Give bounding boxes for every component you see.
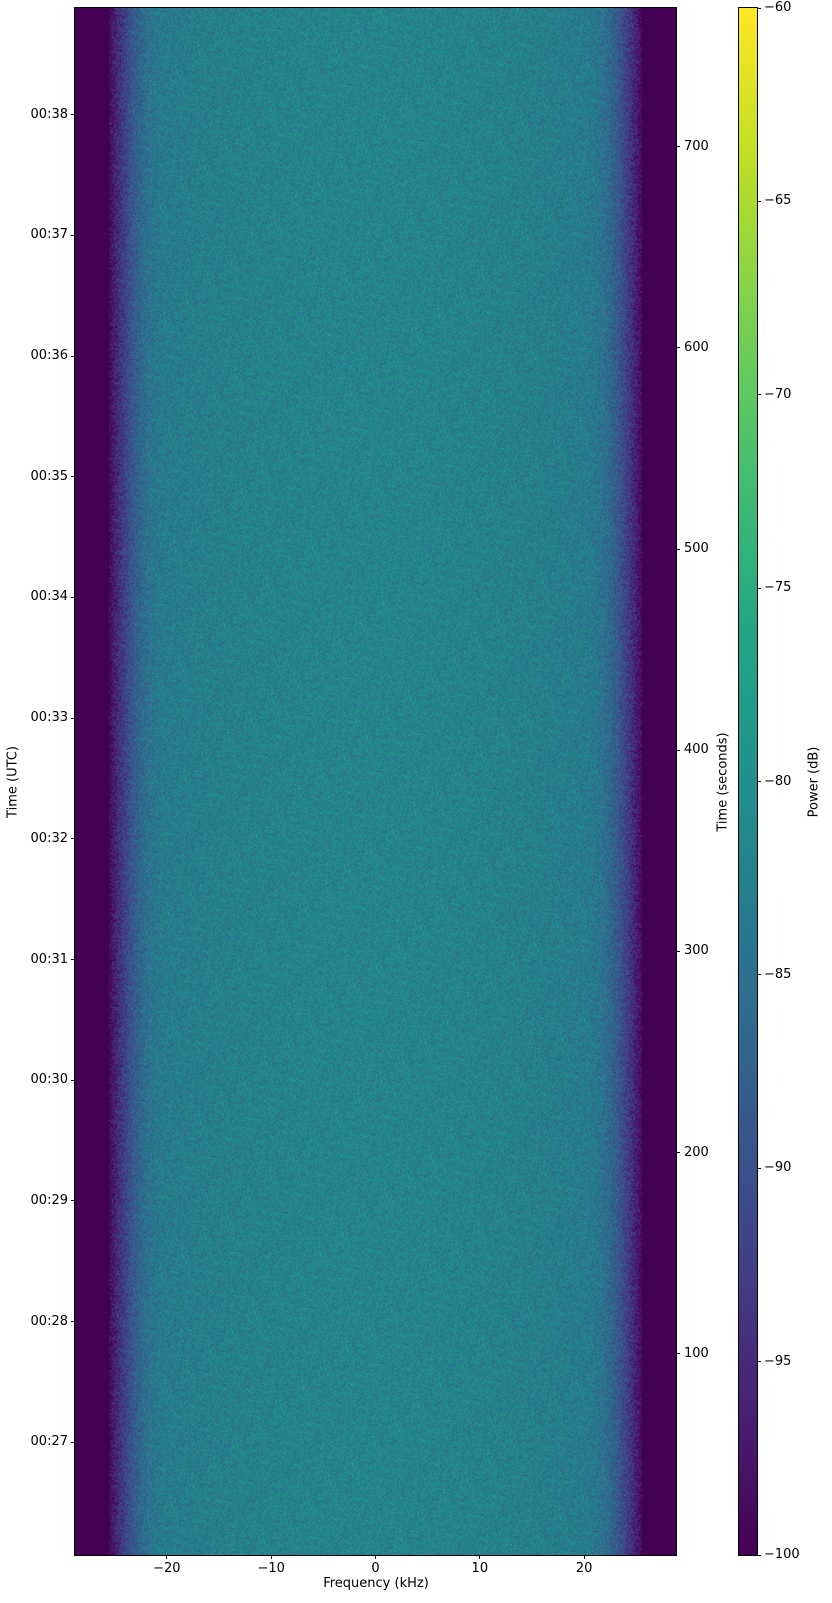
y-left-tick: [71, 1441, 75, 1443]
y-left-tick: [71, 355, 75, 357]
colorbar-tick: [757, 587, 761, 589]
x-axis-label: Frequency (kHz): [323, 1576, 429, 1591]
y-left-tick-label: 00:31: [30, 951, 68, 967]
x-tick-label: 10: [471, 1561, 489, 1576]
colorbar-tick: [757, 7, 761, 9]
y-left-tick: [71, 1079, 75, 1081]
y-left-tick-label: 00:29: [30, 1192, 68, 1208]
colorbar-tick: [757, 200, 761, 202]
y-right-tick-label: 200: [684, 1144, 709, 1160]
y-left-tick-label: 00:34: [30, 589, 68, 605]
spectrogram-image: [75, 8, 676, 1555]
y-left-tick: [71, 1200, 75, 1202]
plot-frame: [74, 7, 677, 1556]
x-tick-label: −10: [257, 1561, 285, 1576]
y-left-tick: [71, 717, 75, 719]
spectrogram-plot: [74, 7, 677, 1556]
y-left-tick-label: 00:33: [30, 710, 68, 726]
colorbar-tick-label: −95: [764, 1353, 792, 1369]
colorbar-tick-label: −80: [764, 773, 792, 789]
y-right-tick-label: 600: [684, 339, 709, 355]
y-left-tick-label: 00:37: [30, 227, 68, 243]
y-left-tick-label: 00:32: [30, 830, 68, 846]
y-right-tick: [676, 1353, 680, 1355]
y-right-tick: [676, 1152, 680, 1154]
x-tick-label: 20: [575, 1561, 593, 1576]
y-right-tick-label: 700: [684, 138, 709, 154]
colorbar-tick: [757, 1554, 761, 1556]
y-left-tick-label: 00:28: [30, 1313, 68, 1329]
y-left-tick: [71, 1321, 75, 1323]
y-left-tick-label: 00:35: [30, 468, 68, 484]
colorbar-tick-label: −75: [764, 580, 792, 596]
colorbar-tick: [757, 1167, 761, 1169]
x-tick: [583, 1555, 585, 1559]
colorbar-tick: [757, 394, 761, 396]
colorbar-frame: [738, 7, 758, 1556]
colorbar-tick: [757, 781, 761, 782]
x-tick: [479, 1555, 481, 1559]
x-tick: [270, 1555, 272, 1559]
y-left-tick-label: 00:30: [30, 1072, 68, 1088]
colorbar-label: Power (dB): [806, 746, 822, 818]
y-left-tick-label: 00:36: [30, 348, 68, 364]
colorbar-tick-label: −65: [764, 193, 792, 209]
y-left-tick-label: 00:27: [30, 1434, 68, 1450]
y-left-tick: [71, 476, 75, 478]
y-right-tick: [676, 950, 680, 952]
y-left-tick: [71, 114, 75, 116]
colorbar: [738, 7, 758, 1556]
colorbar-tick-label: −70: [764, 386, 792, 402]
y-right-tick-label: 100: [684, 1345, 709, 1361]
y-left-tick-label: 00:38: [30, 106, 68, 122]
y-right-tick: [676, 146, 680, 148]
colorbar-tick: [757, 1361, 761, 1363]
y-right-tick: [676, 749, 680, 751]
y-left-tick: [71, 959, 75, 961]
colorbar-tick-label: −60: [764, 0, 792, 15]
x-tick: [375, 1555, 376, 1559]
y-right-tick-label: 300: [684, 943, 709, 959]
y-right-tick-label: 400: [684, 742, 709, 758]
x-tick-label: 0: [371, 1561, 380, 1576]
y-left-tick: [71, 838, 75, 840]
colorbar-tick-label: −100: [764, 1547, 800, 1562]
colorbar-gradient: [739, 8, 757, 1555]
y-left-tick: [71, 234, 75, 236]
y-axis-left-label: Time (UTC): [5, 746, 21, 818]
x-tick: [166, 1555, 168, 1559]
y-right-tick: [676, 347, 680, 349]
y-right-tick: [676, 548, 680, 550]
y-right-tick-label: 500: [684, 541, 709, 557]
y-axis-right-label: Time (seconds): [715, 732, 731, 832]
colorbar-tick-label: −90: [764, 1160, 792, 1176]
colorbar-tick-label: −85: [764, 966, 792, 982]
x-tick-label: −20: [153, 1561, 181, 1576]
colorbar-tick: [757, 974, 761, 976]
y-left-tick: [71, 596, 75, 598]
